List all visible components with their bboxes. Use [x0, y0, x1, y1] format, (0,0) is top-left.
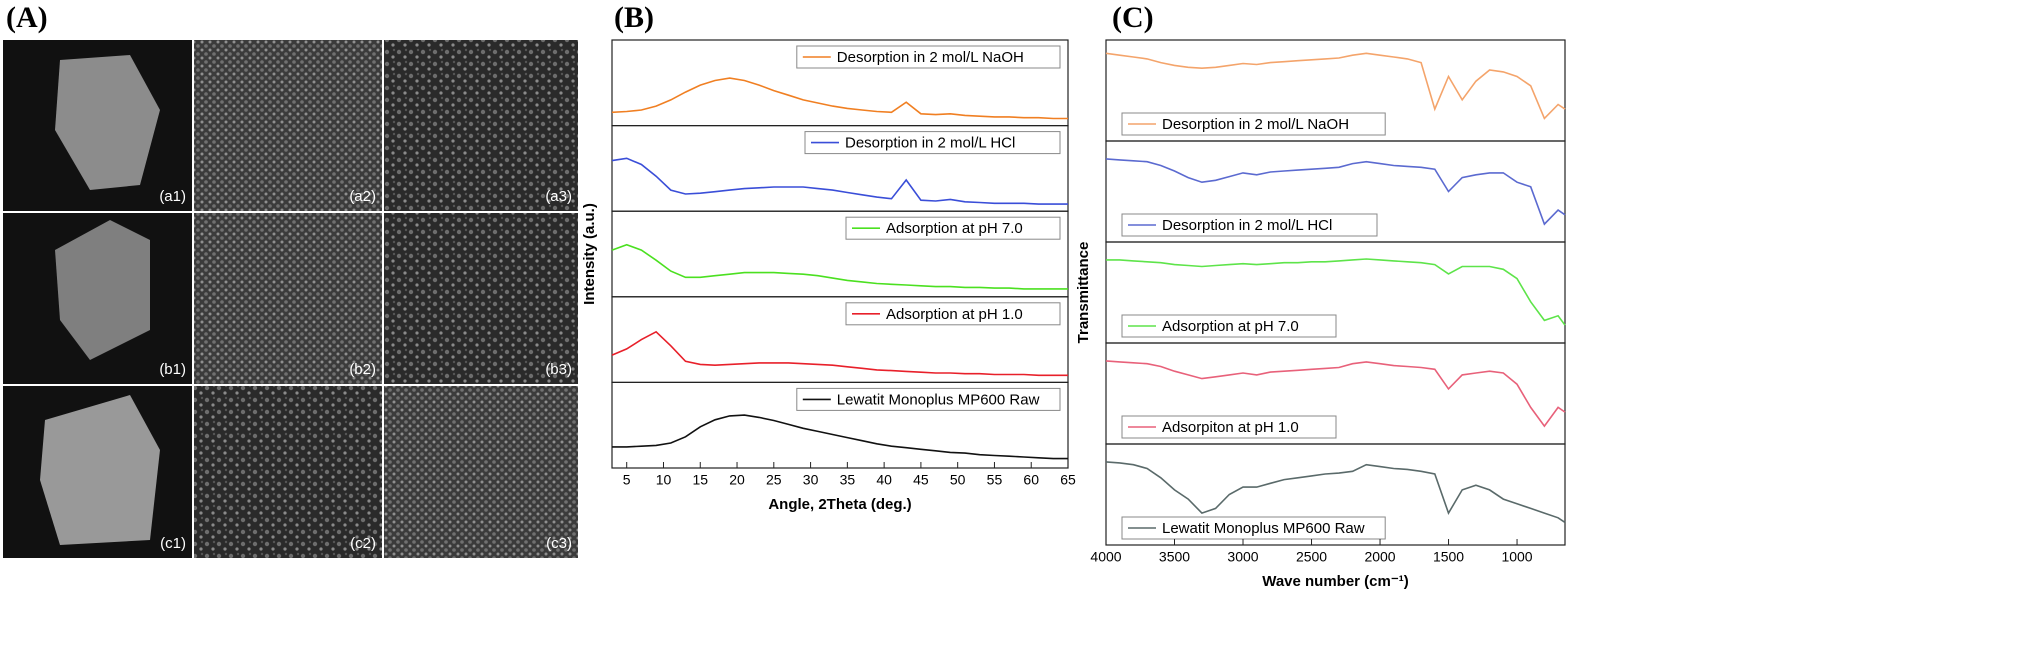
- series-line: [1105, 360, 1566, 428]
- x-tick-label: 1000: [1501, 549, 1532, 565]
- sem-image: [194, 40, 382, 211]
- series-line: [1105, 52, 1566, 120]
- sem-label: (b3): [545, 361, 572, 378]
- x-tick-label: 4000: [1090, 549, 1121, 565]
- sem-label: (c1): [160, 535, 186, 552]
- particle: [55, 55, 160, 190]
- series-line: [611, 330, 1068, 377]
- x-axis-label: Wave number (cm⁻¹): [1262, 573, 1409, 590]
- legend-label: Desorption in 2 mol/L NaOH: [1162, 116, 1349, 133]
- legend-box: [804, 131, 1061, 155]
- legend-box: [796, 45, 1061, 69]
- legend-label: Desorption in 2 mol/L NaOH: [837, 49, 1024, 66]
- particle: [55, 220, 150, 360]
- x-tick-label: 45: [913, 472, 929, 488]
- legend-label: Lewatit Monoplus MP600 Raw: [837, 391, 1040, 408]
- legend-label: Lewatit Monoplus MP600 Raw: [1162, 520, 1365, 537]
- x-tick-label: 30: [803, 472, 819, 488]
- x-tick-label: 50: [950, 472, 966, 488]
- legend-label: Desorption in 2 mol/L HCl: [1162, 217, 1332, 234]
- x-axis-label: Angle, 2Theta (deg.): [768, 496, 911, 513]
- x-tick-label: 35: [840, 472, 856, 488]
- x-tick-label: 1500: [1433, 549, 1464, 565]
- legend-box: [845, 216, 1061, 240]
- series-line: [612, 414, 1068, 460]
- subpanel-frame: [1105, 443, 1566, 546]
- series-line: [611, 77, 1068, 120]
- x-tick-label: 2000: [1364, 549, 1395, 565]
- sem-label: (b1): [159, 361, 186, 378]
- legend-box: [845, 302, 1061, 326]
- sem-label: (a1): [159, 188, 186, 205]
- x-tick-label: 15: [692, 472, 708, 488]
- series-line: [1105, 461, 1566, 524]
- sem-label: (c2): [350, 535, 376, 552]
- sem-label: (b2): [349, 361, 376, 378]
- x-tick-label: 20: [729, 472, 745, 488]
- x-tick-label: 25: [766, 472, 782, 488]
- legend-label: Desorption in 2 mol/L HCl: [845, 135, 1015, 152]
- sem-label: (a3): [545, 188, 572, 205]
- x-tick-label: 5: [623, 472, 631, 488]
- x-tick-label: 55: [987, 472, 1003, 488]
- legend-label: Adsorption at pH 7.0: [1162, 318, 1299, 335]
- x-tick-label: 2500: [1296, 549, 1327, 565]
- sem-image: [384, 386, 578, 558]
- y-axis-label: Intensity (a.u.): [581, 203, 598, 305]
- panel-label: (A): [6, 1, 48, 34]
- sem-label: (c3): [546, 535, 572, 552]
- panel-label: (B): [614, 1, 654, 34]
- x-tick-label: 3000: [1227, 549, 1258, 565]
- legend-box: [1121, 314, 1337, 338]
- x-tick-label: 60: [1023, 472, 1039, 488]
- y-axis-label: Transmittance: [1075, 242, 1092, 344]
- particle: [40, 395, 160, 545]
- sem-image: [384, 40, 578, 211]
- legend-box: [796, 387, 1061, 411]
- legend-label: Adsorpiton at pH 1.0: [1162, 419, 1299, 436]
- x-tick-label: 10: [656, 472, 672, 488]
- sem-image: [194, 386, 382, 558]
- legend-box: [1121, 112, 1386, 136]
- x-tick-label: 3500: [1159, 549, 1190, 565]
- series-line: [1106, 258, 1566, 326]
- x-tick-label: 40: [876, 472, 892, 488]
- series-line: [1105, 158, 1566, 226]
- x-tick-label: 65: [1060, 472, 1076, 488]
- legend-box: [1121, 213, 1378, 237]
- legend-box: [1121, 516, 1386, 540]
- series-line: [611, 157, 1068, 205]
- subpanel-frame: [611, 381, 1069, 469]
- series-line: [611, 243, 1068, 290]
- sem-image: [384, 213, 578, 384]
- panel-label: (C): [1112, 1, 1154, 34]
- sem-image: [194, 213, 382, 384]
- legend-label: Adsorption at pH 1.0: [886, 306, 1023, 323]
- sem-grid: [3, 40, 578, 558]
- sem-label: (a2): [349, 188, 376, 205]
- legend-box: [1121, 415, 1337, 439]
- legend-label: Adsorption at pH 7.0: [886, 220, 1023, 237]
